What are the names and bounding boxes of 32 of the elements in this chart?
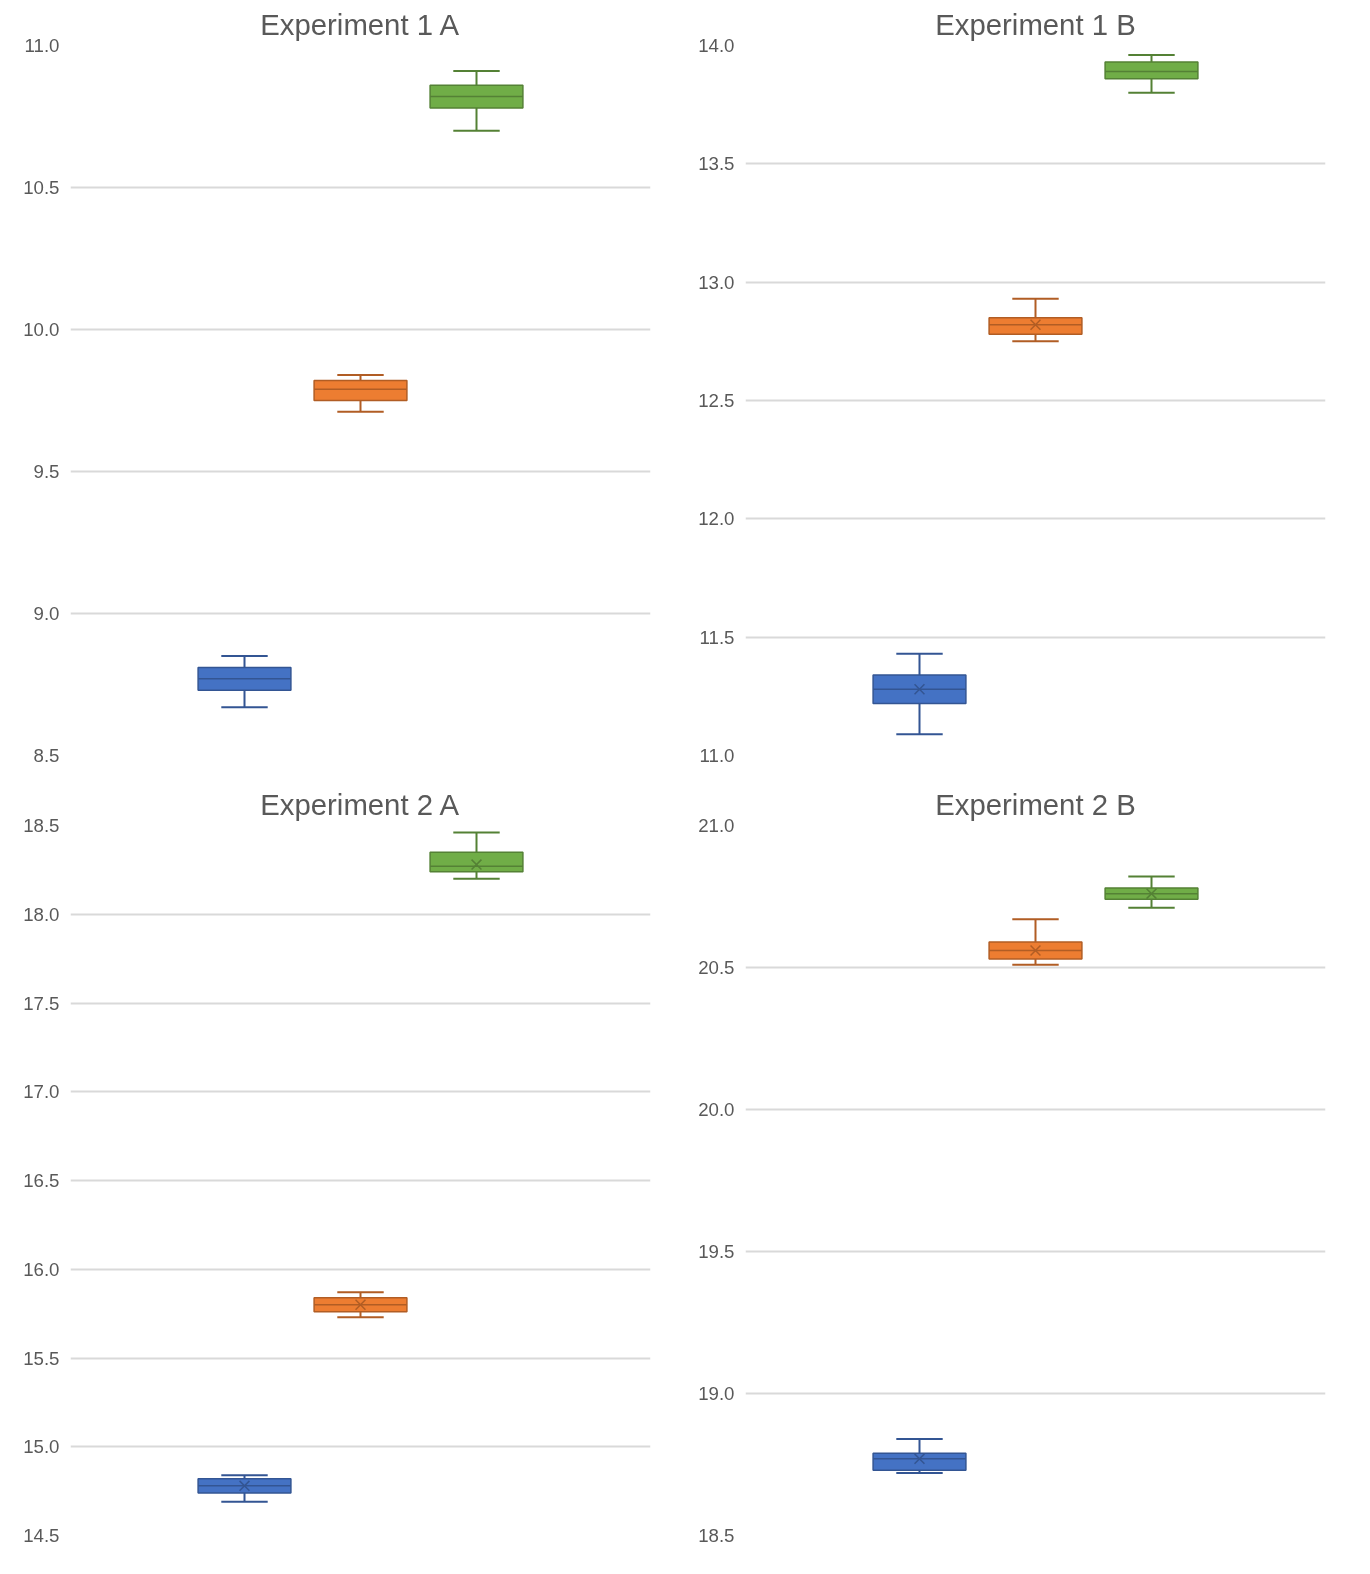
- y-tick-label: 9.5: [33, 461, 60, 482]
- chart-title: Experiment 2 B: [935, 787, 1136, 821]
- y-tick-label: 15.5: [23, 1347, 60, 1369]
- y-tick-label: 17.5: [23, 992, 60, 1014]
- y-tick-label: 11.0: [699, 745, 735, 766]
- y-tick-label: 19.5: [698, 1241, 735, 1262]
- chart-title: Experiment 2 A: [260, 787, 460, 821]
- y-tick-label: 15.0: [23, 1436, 60, 1458]
- y-tick-label: 17.0: [23, 1081, 60, 1103]
- y-tick-label: 20.0: [698, 1099, 735, 1120]
- y-tick-label: 12.0: [698, 508, 735, 530]
- y-tick-label: 20.5: [698, 957, 735, 978]
- y-tick-label: 13.5: [698, 153, 735, 175]
- y-tick-label: 14.0: [698, 35, 735, 56]
- y-tick-label: 10.0: [23, 319, 60, 340]
- y-tick-label: 18.0: [23, 903, 60, 925]
- y-tick-label: 8.5: [33, 745, 60, 766]
- chart-title: Experiment 1 B: [935, 7, 1136, 41]
- y-tick-label: 16.5: [23, 1170, 60, 1191]
- y-tick-label: 10.5: [23, 177, 60, 198]
- y-tick-label: 11.5: [699, 626, 735, 648]
- y-tick-label: 14.5: [23, 1525, 60, 1546]
- y-tick-label: 19.0: [698, 1383, 735, 1404]
- y-tick-label: 9.0: [33, 603, 60, 624]
- chart-title: Experiment 1 A: [260, 7, 460, 41]
- y-tick-label: 11.0: [24, 35, 60, 56]
- y-tick-label: 12.5: [698, 390, 735, 411]
- y-tick-label: 18.5: [23, 815, 60, 836]
- y-tick-label: 18.5: [698, 1525, 735, 1546]
- y-tick-label: 13.0: [698, 271, 735, 293]
- y-tick-label: 21.0: [698, 815, 735, 836]
- y-tick-label: 16.0: [23, 1258, 60, 1280]
